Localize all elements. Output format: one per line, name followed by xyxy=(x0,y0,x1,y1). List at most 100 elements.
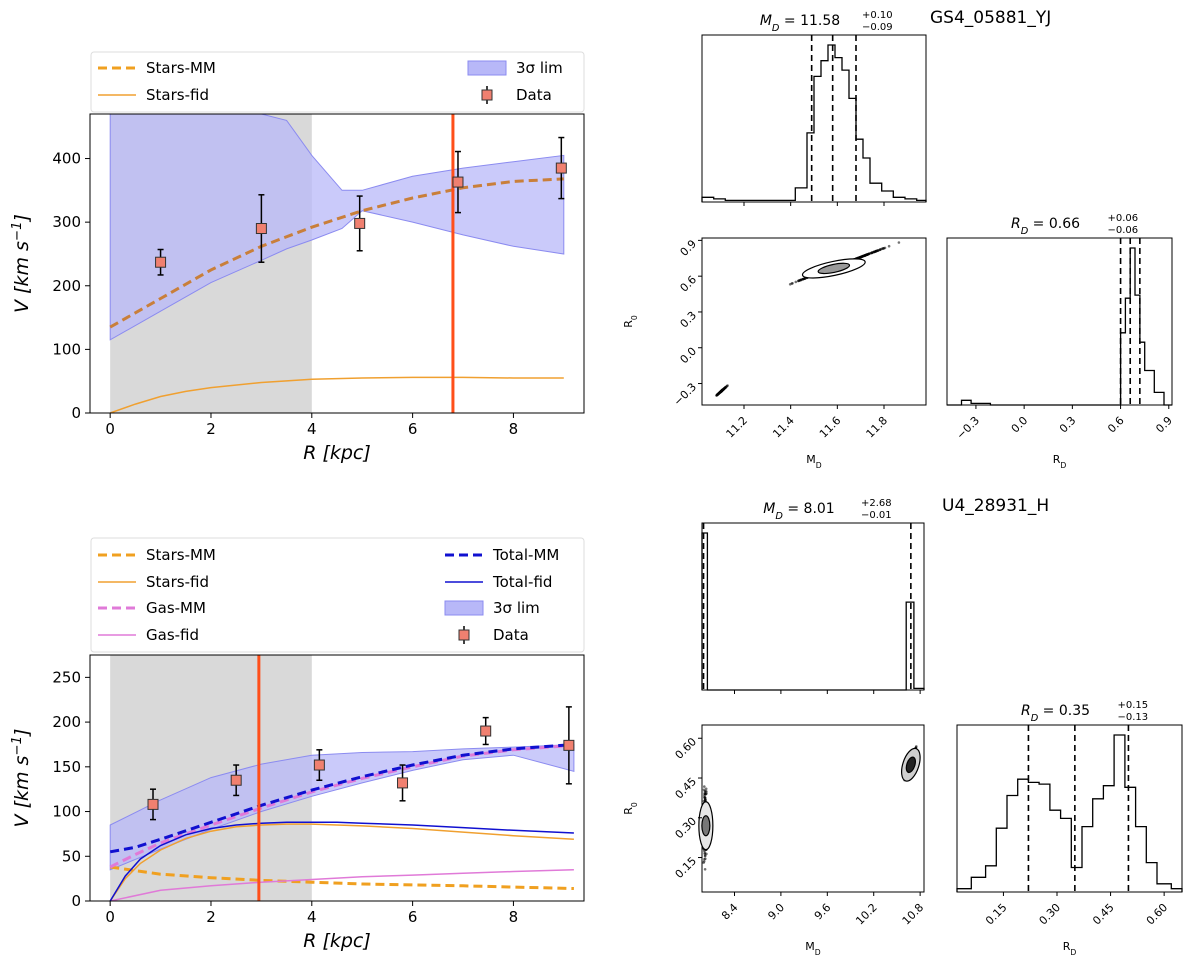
data-point xyxy=(354,217,366,229)
md-value-title: MD = 11.58 xyxy=(760,13,840,34)
posterior-samples xyxy=(715,241,901,397)
x-tick-label: 8 xyxy=(509,908,519,926)
sample-point xyxy=(703,851,707,854)
rd-tick-label: 0.9 xyxy=(678,237,700,259)
rd-tick-label: 0.0 xyxy=(678,345,700,367)
rd-tick-label: −0.3 xyxy=(671,380,699,408)
md-tick-label: 11.2 xyxy=(724,414,751,441)
legend-sigma-label: 3σ lim xyxy=(493,599,540,617)
y-tick-label: 50 xyxy=(62,847,81,865)
sample-point xyxy=(724,386,727,389)
series-line-total-fid xyxy=(109,821,574,901)
legend-data-swatch xyxy=(458,629,470,641)
md-tick-label: 10.2 xyxy=(853,901,880,928)
rd-hist-tick-label: −0.3 xyxy=(954,414,982,442)
rd-tick-label: 0.3 xyxy=(678,309,700,331)
rd-hist-frame xyxy=(946,237,1173,406)
md-tick-label: 9.0 xyxy=(765,901,787,923)
x-tick-label: 6 xyxy=(408,908,418,926)
posterior-samples xyxy=(701,745,918,871)
legend-stars-fid-label: Stars-fid xyxy=(146,86,209,104)
plot-area xyxy=(109,114,567,413)
legend-total-mm-label: Total-MM xyxy=(492,546,559,564)
galaxy-name: U4_28931_H xyxy=(942,496,1049,516)
data-point xyxy=(563,739,575,751)
x-tick-label: 2 xyxy=(206,420,216,438)
md-tick-label: 11.4 xyxy=(770,414,797,441)
x-tick-label: 6 xyxy=(408,420,418,438)
md-value-title-upper: +2.68 xyxy=(861,498,892,509)
series-line-stars-fid xyxy=(109,376,564,413)
legend-sigma-swatch xyxy=(444,600,484,616)
rd-value-title: RD = 0.35 xyxy=(1021,703,1090,724)
y-axis-label: V [km s−1] xyxy=(10,729,34,828)
rd-hist-tick-label: 0.60 xyxy=(1144,901,1171,928)
series-line-stars-mm xyxy=(109,865,574,890)
y-tick-label: 200 xyxy=(52,277,81,295)
x-tick-label: 0 xyxy=(105,908,115,926)
md-value-title-lower: −0.01 xyxy=(861,510,892,521)
y-tick-label: 400 xyxy=(52,150,81,168)
rd-histogram xyxy=(956,734,1183,892)
sample-point xyxy=(703,785,706,788)
sample-point xyxy=(879,248,882,251)
md-tick-label: 11.8 xyxy=(864,414,891,441)
sample-point xyxy=(859,255,863,259)
legend-gas-fid-label: Gas-fid xyxy=(146,626,199,644)
sample-point xyxy=(702,860,706,863)
legend-stars-mm-label: Stars-MM xyxy=(146,546,216,564)
rd-value-title-upper: +0.15 xyxy=(1118,700,1149,711)
corner-plot-2: 8.4 9.0 9.6 10.2 10.8 0.15 0.15 0.30 0.30 0.45 0.4… xyxy=(622,496,1183,957)
legend-box xyxy=(90,51,585,113)
series-line-stars-fid xyxy=(109,823,574,901)
rd-hist-tick-label: 0.45 xyxy=(1090,901,1117,928)
rd-value-title-lower: −0.13 xyxy=(1118,712,1149,723)
data-point xyxy=(155,256,167,268)
md-tick-label: 10.8 xyxy=(900,901,927,928)
sample-point xyxy=(704,792,707,796)
sample-point xyxy=(705,790,708,793)
md-histogram xyxy=(701,44,927,202)
sample-point xyxy=(788,283,792,286)
rd-histogram xyxy=(947,247,1172,406)
rd-hist-tick-label: 0.6 xyxy=(1105,414,1127,436)
md-hist-frame xyxy=(701,522,925,691)
sample-point xyxy=(791,282,794,285)
legend-gas-mm-label: Gas-MM xyxy=(146,599,206,617)
plot-area xyxy=(109,655,575,901)
legend-stars-fid-label: Stars-fid xyxy=(146,573,209,591)
axes-frame xyxy=(89,113,585,414)
md-histogram xyxy=(701,532,925,691)
sigma-band xyxy=(109,743,575,871)
series-line-gas-mm xyxy=(109,743,575,869)
series-line-gas-fid xyxy=(110,868,574,901)
sample-point xyxy=(720,389,723,393)
sample-point xyxy=(703,854,707,858)
data-point xyxy=(147,798,159,810)
density-contour xyxy=(701,815,711,837)
r0-axis-label: R0 xyxy=(622,802,639,815)
density-contour xyxy=(817,262,851,275)
legend-data-swatch xyxy=(481,89,493,101)
rd-hist-tick-label: 0.15 xyxy=(983,901,1010,928)
x-tick-label: 4 xyxy=(307,420,317,438)
legend-sigma-swatch xyxy=(467,60,507,76)
series-line-stars-mm xyxy=(109,177,564,329)
md-axis-label: MD xyxy=(806,453,822,470)
data-point xyxy=(255,223,267,235)
legend-data-label: Data xyxy=(516,86,552,104)
rd-hist-tick-label: 0.30 xyxy=(1037,901,1064,928)
md-value-title-lower: −0.09 xyxy=(862,22,893,33)
rd-hist-tick-label: 0.0 xyxy=(1009,414,1031,436)
axes-frame xyxy=(89,654,585,902)
sample-point xyxy=(799,278,802,282)
galaxy-name: GS4_05881_YJ xyxy=(930,8,1051,28)
md-axis-label: MD xyxy=(805,940,821,957)
scatter-frame xyxy=(701,237,927,406)
y-tick-label: 200 xyxy=(52,713,81,731)
data-point xyxy=(452,176,464,188)
y-tick-label: 100 xyxy=(52,803,81,821)
